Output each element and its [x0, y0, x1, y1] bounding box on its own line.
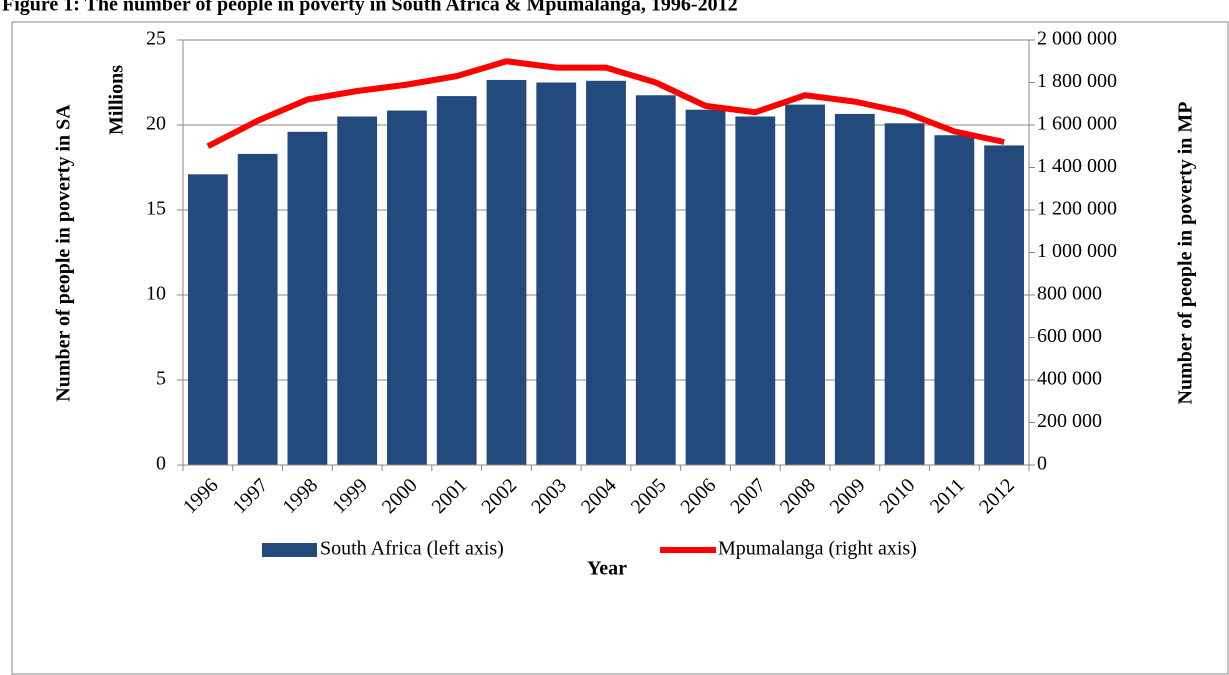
- y-tick-label: 25: [146, 28, 166, 50]
- bar: [486, 79, 527, 465]
- x-axis-title: Year: [587, 558, 627, 580]
- bar: [387, 110, 427, 466]
- bar: [785, 104, 825, 465]
- y2-tick-label: 2 000 000: [1037, 28, 1117, 50]
- bar: [287, 131, 328, 466]
- y2-tick-label: 600 000: [1037, 325, 1102, 347]
- bar: [934, 135, 975, 465]
- y-tick-label: 20: [146, 113, 166, 135]
- y2-tick-label: 0: [1037, 453, 1047, 475]
- y2-tick-label: 1 400 000: [1037, 155, 1117, 177]
- y2-tick-label: 1 000 000: [1037, 240, 1117, 262]
- legend-label: Mpumalanga (right axis): [718, 538, 917, 560]
- y-tick-label: 0: [156, 453, 166, 475]
- legend-swatch: [262, 543, 317, 557]
- bar: [536, 82, 577, 465]
- bar: [834, 113, 875, 465]
- bar: [436, 96, 477, 465]
- y2-tick-label: 200 000: [1037, 410, 1102, 432]
- bar: [237, 153, 278, 465]
- y-tick-label: 5: [156, 368, 166, 390]
- y2-tick-label: 800 000: [1037, 283, 1102, 305]
- y-tick-label: 10: [146, 283, 166, 305]
- y2-tick-label: 1 200 000: [1037, 198, 1117, 220]
- line: [206, 58, 1005, 149]
- bar: [187, 174, 228, 466]
- bar: [337, 116, 378, 465]
- legend-label: South Africa (left axis): [320, 538, 504, 560]
- y-tick-label: 15: [146, 198, 166, 220]
- bar: [884, 123, 925, 466]
- y2-tick-label: 1 600 000: [1037, 113, 1117, 135]
- bar: [735, 116, 776, 465]
- y2-tick-label: 1 800 000: [1037, 70, 1117, 92]
- y2-tick-label: 400 000: [1037, 368, 1102, 390]
- bar: [586, 80, 626, 466]
- bar: [984, 145, 1025, 465]
- bar: [685, 109, 726, 465]
- chart-title: Figure 1: The number of people in povert…: [2, 0, 738, 16]
- y-unit-label: Millions: [106, 65, 128, 135]
- y2-axis-title: Number of people in poverty in MP: [1175, 102, 1197, 405]
- bar: [635, 95, 676, 465]
- y-axis-title: Number of people in poverty in SA: [53, 104, 75, 402]
